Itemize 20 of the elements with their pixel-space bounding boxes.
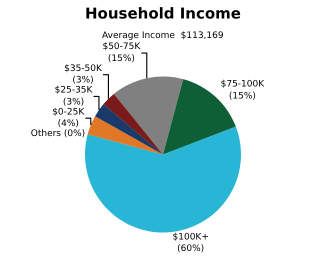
pie-slice bbox=[88, 116, 163, 154]
chart-title: Household Income bbox=[85, 4, 241, 23]
data-label: (3%) bbox=[62, 97, 84, 108]
slice-label: $35-50K bbox=[64, 64, 103, 74]
slice-label: $75-100K bbox=[220, 80, 266, 90]
pie-slice bbox=[103, 94, 163, 154]
slice-label: $0-25K bbox=[52, 107, 86, 118]
data-label: (15%) bbox=[228, 91, 256, 102]
pie-slice bbox=[95, 104, 163, 154]
pie-slice bbox=[85, 126, 241, 232]
slice-label: $100K+ bbox=[172, 232, 209, 242]
data-label: (60%) bbox=[177, 244, 204, 254]
category-label: Others (0%) bbox=[30, 128, 86, 139]
data-label: (3%) bbox=[72, 76, 94, 86]
slice-label: $50-75K bbox=[102, 42, 142, 52]
slice-label: $25-35K bbox=[54, 86, 94, 96]
data-label: (15%) bbox=[108, 54, 135, 64]
chart-subtitle: Average Income $113,169 bbox=[102, 31, 224, 41]
pie-slice bbox=[114, 76, 184, 154]
data-label: (4%) bbox=[58, 118, 79, 129]
